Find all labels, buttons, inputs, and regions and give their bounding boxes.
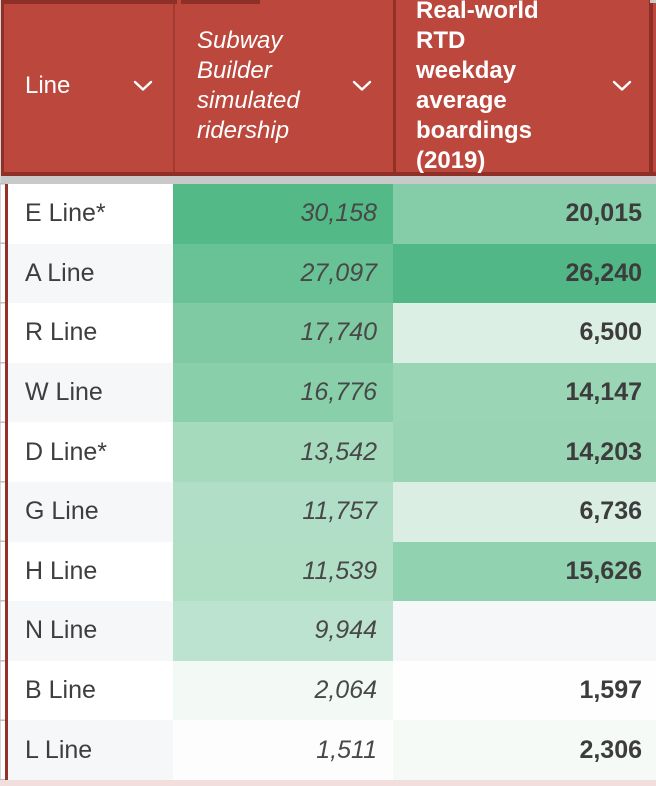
real-boardings-value: 15,626 bbox=[565, 556, 642, 585]
real-boardings-value: 26,240 bbox=[565, 258, 642, 287]
column-header-line-label: Line bbox=[25, 72, 71, 99]
line-name-cell[interactable]: R Line bbox=[8, 303, 173, 363]
table-row: H Line 11,539 15,626 bbox=[0, 541, 656, 602]
line-name: W Line bbox=[25, 378, 103, 407]
line-name-cell[interactable]: W Line bbox=[8, 362, 173, 423]
line-name-cell[interactable]: D Line* bbox=[8, 422, 173, 482]
real-boardings-cell[interactable]: 2,306 bbox=[393, 720, 656, 780]
table-row: N Line 9,944 bbox=[0, 601, 656, 661]
simulated-ridership-cell[interactable]: 11,757 bbox=[173, 481, 393, 542]
chevron-down-icon[interactable] bbox=[606, 80, 632, 92]
table-row: G Line 11,757 6,736 bbox=[0, 481, 656, 542]
simulated-ridership-value: 13,542 bbox=[300, 437, 377, 466]
simulated-ridership-value: 9,944 bbox=[314, 616, 377, 645]
table-row: R Line 17,740 6,500 bbox=[0, 303, 656, 363]
column-header-simulated-ridership-label: Subway Builder simulated ridership bbox=[197, 27, 300, 144]
line-name: G Line bbox=[25, 497, 99, 526]
chevron-down-icon[interactable] bbox=[133, 80, 153, 92]
real-boardings-value: 14,147 bbox=[565, 378, 642, 407]
simulated-ridership-value: 2,064 bbox=[314, 676, 377, 705]
real-boardings-value: 6,500 bbox=[579, 318, 642, 347]
line-name-cell[interactable]: L Line bbox=[8, 720, 173, 780]
simulated-ridership-cell[interactable]: 17,740 bbox=[173, 303, 393, 363]
top-cell-border-segment bbox=[2, 0, 177, 4]
line-name: A Line bbox=[25, 258, 95, 287]
column-header-simulated-ridership[interactable]: Subway Builder simulated ridership bbox=[173, 0, 393, 172]
line-name-cell[interactable]: E Line* bbox=[8, 184, 173, 244]
real-boardings-cell[interactable]: 20,015 bbox=[393, 184, 656, 244]
table-header-row: Line Subway Builder simulated ridership … bbox=[0, 0, 656, 176]
simulated-ridership-value: 27,097 bbox=[300, 258, 377, 287]
table-row: W Line 16,776 14,147 bbox=[0, 362, 656, 423]
simulated-ridership-value: 30,158 bbox=[300, 199, 377, 228]
real-boardings-cell[interactable] bbox=[393, 601, 656, 661]
real-boardings-value: 20,015 bbox=[565, 199, 642, 228]
column-header-real-boardings-label: Real-world RTD weekday average boardings… bbox=[416, 0, 539, 174]
real-boardings-value: 6,736 bbox=[579, 497, 642, 526]
line-name: B Line bbox=[25, 676, 96, 705]
top-right-corner-artifact bbox=[650, 0, 656, 3]
table-row: E Line* 30,158 20,015 bbox=[0, 184, 656, 244]
line-name: D Line* bbox=[25, 437, 107, 466]
header-left-border bbox=[1, 0, 4, 176]
column-header-line[interactable]: Line bbox=[0, 0, 173, 172]
line-name-cell[interactable]: H Line bbox=[8, 541, 173, 602]
real-boardings-value: 2,306 bbox=[579, 735, 642, 764]
real-boardings-cell[interactable]: 1,597 bbox=[393, 660, 656, 721]
line-name-cell[interactable]: A Line bbox=[8, 243, 173, 304]
simulated-ridership-value: 16,776 bbox=[300, 378, 377, 407]
line-name-cell[interactable]: N Line bbox=[8, 601, 173, 661]
table-row: L Line 1,511 2,306 bbox=[0, 720, 656, 780]
simulated-ridership-cell[interactable]: 11,539 bbox=[173, 541, 393, 602]
line-name: L Line bbox=[25, 735, 93, 764]
real-boardings-cell[interactable]: 14,203 bbox=[393, 422, 656, 482]
line-name: N Line bbox=[25, 616, 98, 645]
row-boundary-ticks bbox=[0, 183, 6, 783]
header-divider-band bbox=[0, 176, 656, 184]
table-row: D Line* 13,542 14,203 bbox=[0, 422, 656, 482]
line-name-cell[interactable]: B Line bbox=[8, 660, 173, 721]
column-header-real-boardings[interactable]: Real-world RTD weekday average boardings… bbox=[393, 0, 656, 174]
real-boardings-value: 14,203 bbox=[565, 437, 642, 466]
bottom-row-strip bbox=[0, 780, 656, 786]
real-boardings-cell[interactable]: 6,500 bbox=[393, 303, 656, 363]
line-name: R Line bbox=[25, 318, 98, 347]
real-boardings-cell[interactable]: 15,626 bbox=[393, 541, 656, 602]
simulated-ridership-cell[interactable]: 2,064 bbox=[173, 660, 393, 721]
real-boardings-value: 1,597 bbox=[579, 676, 642, 705]
simulated-ridership-value: 11,757 bbox=[302, 497, 377, 526]
real-boardings-cell[interactable]: 14,147 bbox=[393, 362, 656, 423]
line-name-cell[interactable]: G Line bbox=[8, 481, 173, 542]
chevron-down-icon[interactable] bbox=[346, 80, 372, 92]
simulated-ridership-cell[interactable]: 9,944 bbox=[173, 601, 393, 661]
simulated-ridership-value: 11,539 bbox=[302, 556, 377, 585]
real-boardings-cell[interactable]: 6,736 bbox=[393, 481, 656, 542]
simulated-ridership-cell[interactable]: 13,542 bbox=[173, 422, 393, 482]
simulated-ridership-cell[interactable]: 27,097 bbox=[173, 243, 393, 304]
line-name: H Line bbox=[25, 556, 98, 585]
simulated-ridership-value: 17,740 bbox=[300, 318, 377, 347]
simulated-ridership-cell[interactable]: 30,158 bbox=[173, 184, 393, 244]
real-boardings-cell[interactable]: 26,240 bbox=[393, 243, 656, 304]
table-row: B Line 2,064 1,597 bbox=[0, 660, 656, 721]
table-body: E Line* 30,158 20,015 A Line 27,097 26,2… bbox=[0, 184, 656, 780]
simulated-ridership-cell[interactable]: 16,776 bbox=[173, 362, 393, 423]
top-cell-border-segment bbox=[181, 0, 260, 4]
simulated-ridership-cell[interactable]: 1,511 bbox=[173, 720, 393, 780]
table-left-accent-border bbox=[5, 184, 8, 786]
simulated-ridership-value: 1,511 bbox=[316, 735, 377, 764]
line-name: E Line* bbox=[25, 199, 106, 228]
header-right-border bbox=[649, 0, 653, 176]
table-row: A Line 27,097 26,240 bbox=[0, 243, 656, 304]
